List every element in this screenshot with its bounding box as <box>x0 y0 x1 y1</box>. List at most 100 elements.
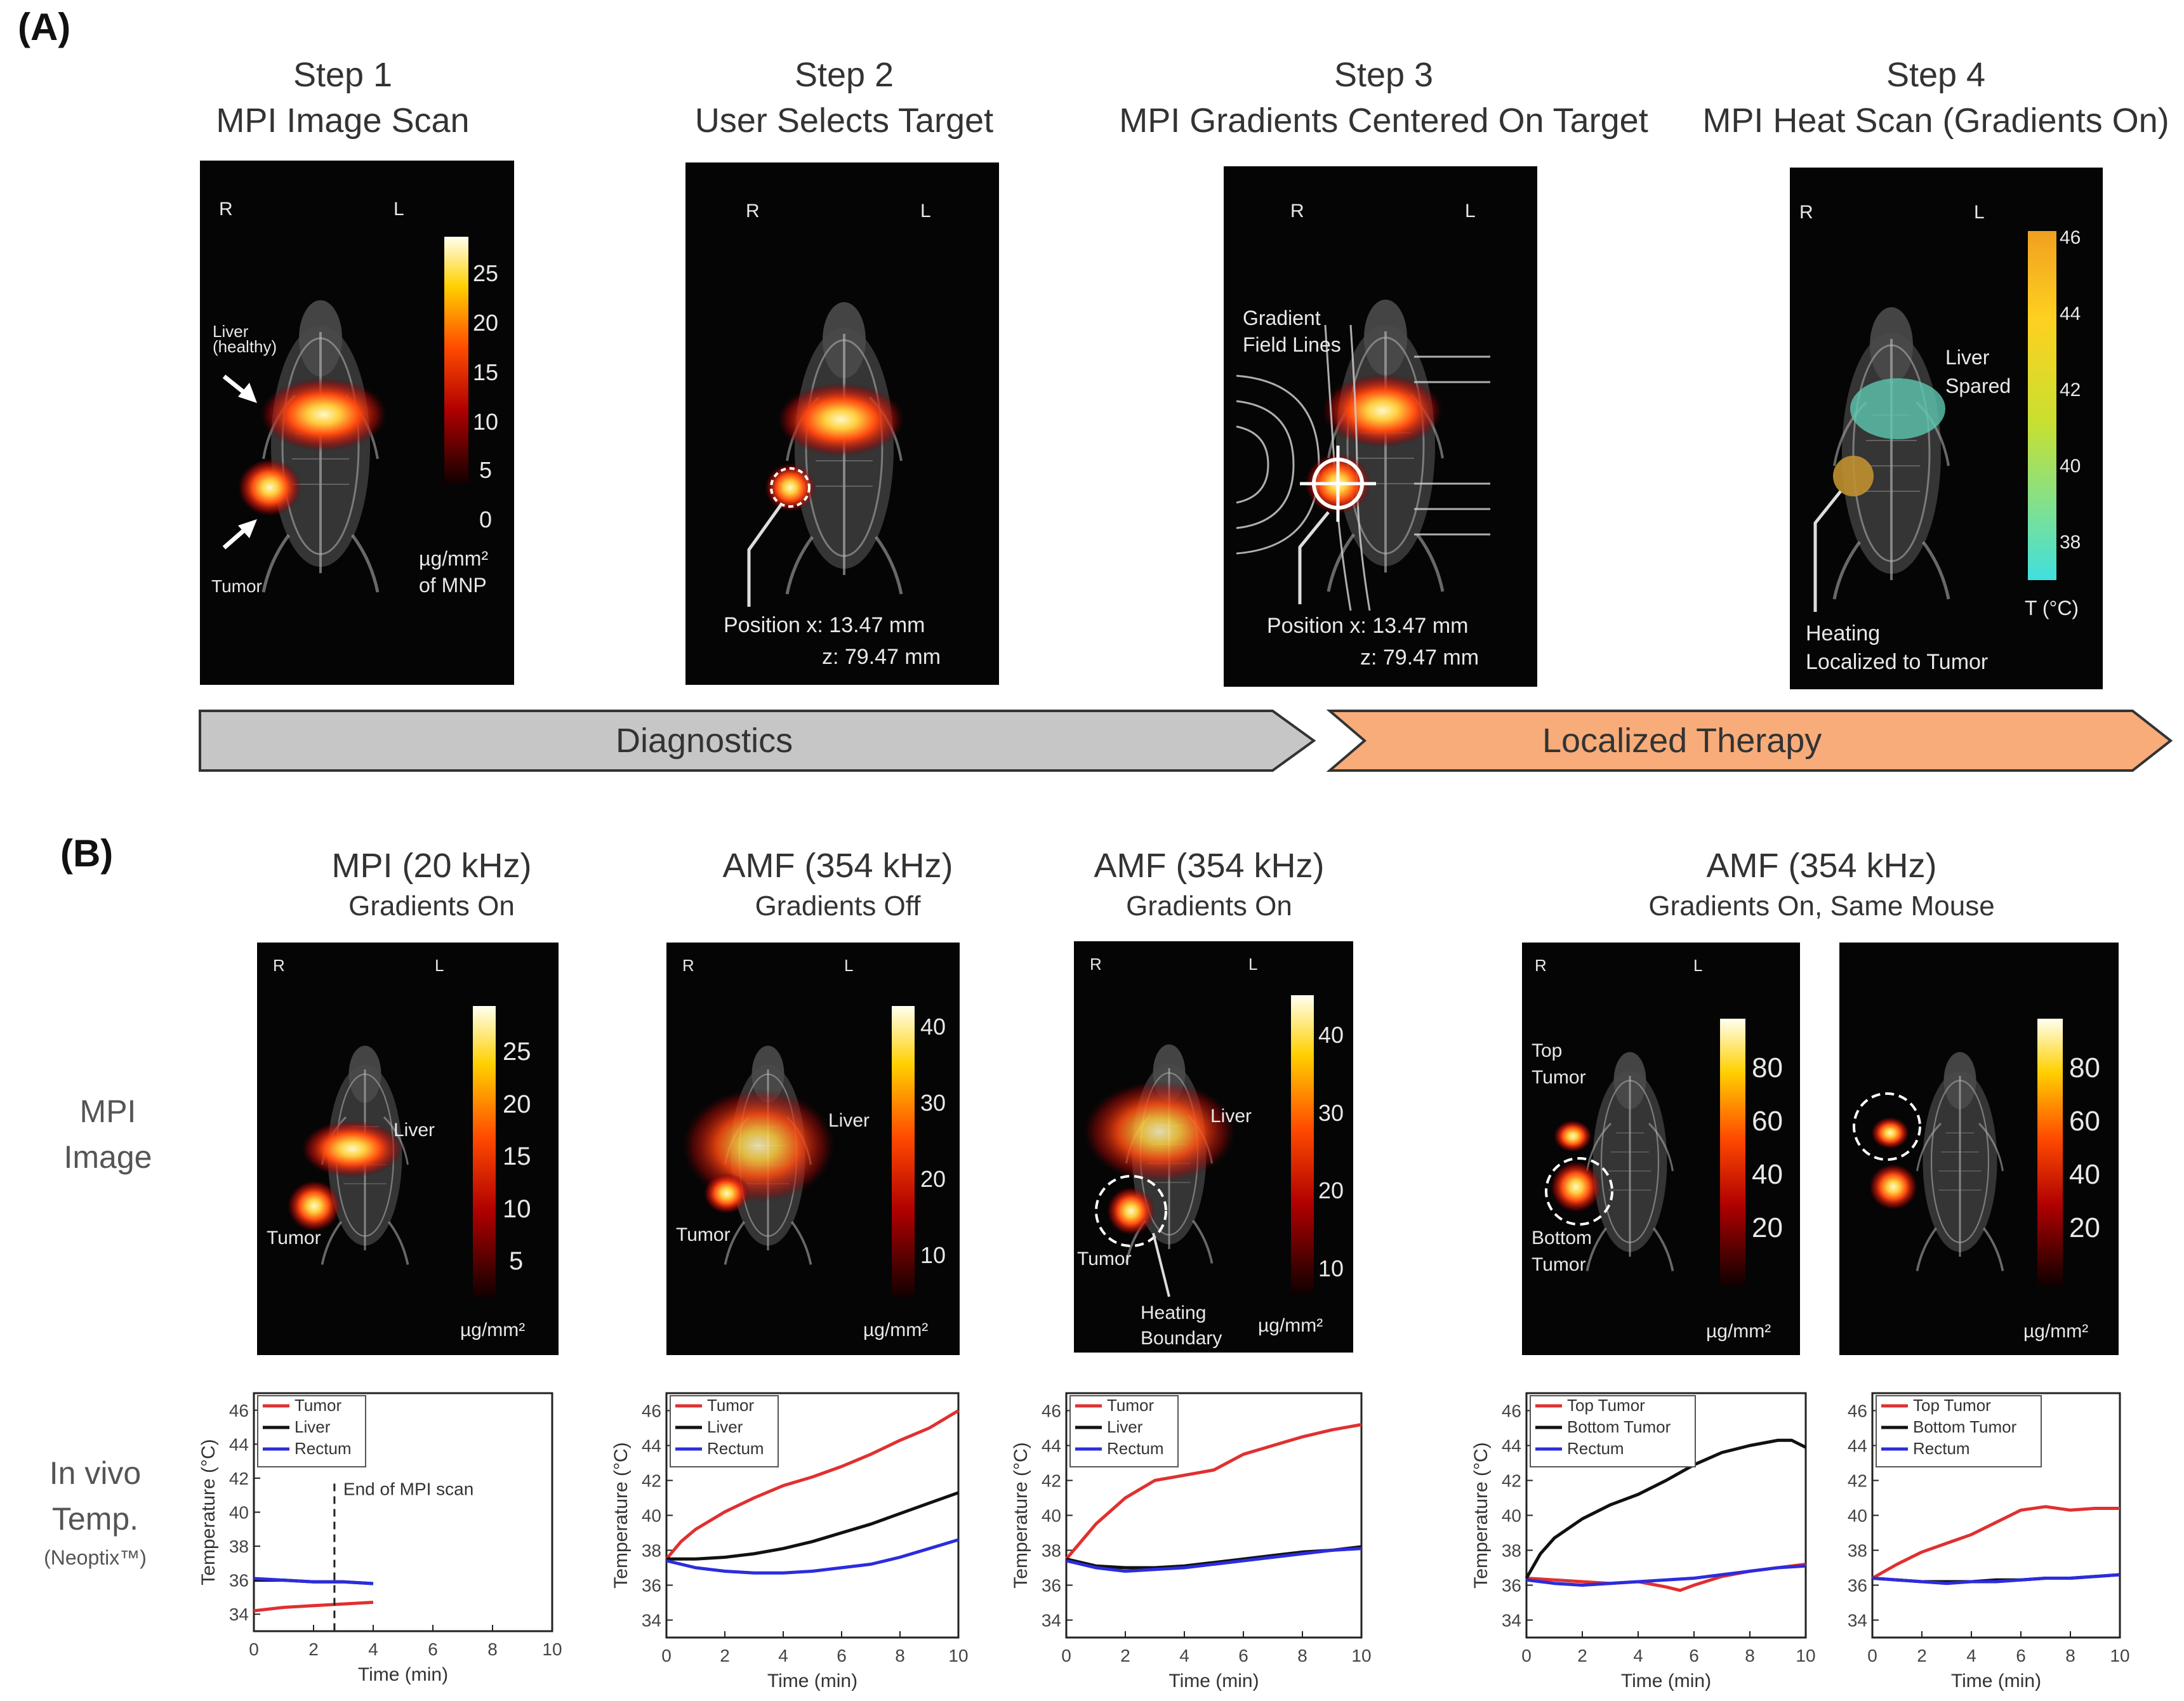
spared-label: Spared <box>1945 374 2011 397</box>
colorbar-tick: 5 <box>509 1247 523 1275</box>
orientation-l: L <box>435 956 444 975</box>
y-tick-label: 46 <box>1502 1401 1521 1421</box>
column-1-title: MPI (20 kHz) Gradients On <box>331 847 532 922</box>
position-z: z: 79.47 mm <box>1360 645 1479 670</box>
series-line <box>253 1577 374 1585</box>
legend-label: Rectum <box>707 1439 764 1458</box>
series-line <box>1871 1505 2120 1580</box>
orientation-l: L <box>1693 956 1702 975</box>
gradient-label: Gradient <box>1243 307 1321 329</box>
y-axis-label: Temperature (°C) <box>1471 1442 1492 1588</box>
y-tick-label: 38 <box>1042 1541 1061 1561</box>
colorbar-unit: µg/mm² <box>1706 1321 1771 1342</box>
orientation-l: L <box>920 201 931 222</box>
step-3-title: Step 3 MPI Gradients Centered On Target <box>1119 56 1648 140</box>
field-lines-label: Field Lines <box>1243 333 1341 356</box>
heating-boundary-circle <box>1095 1175 1167 1247</box>
therapy-label: Localized Therapy <box>1542 722 1822 760</box>
legend-box <box>1530 1395 1696 1467</box>
legend: Top Tumor Bottom Tumor Rectum <box>1530 1395 1696 1467</box>
y-tick-label: 40 <box>1502 1506 1521 1526</box>
x-axis-label: Time (min) <box>1168 1671 1259 1691</box>
colorbar-unit: µg/mm² <box>460 1320 525 1340</box>
tumor-hotspot <box>765 463 816 512</box>
diagnostics-arrow <box>199 710 1316 772</box>
tumor-hotspot <box>704 1173 750 1214</box>
heating-label: Heating <box>1141 1302 1206 1323</box>
x-tick-label: 0 <box>249 1639 259 1659</box>
x-tick-label: 4 <box>1966 1646 1976 1665</box>
x-tick-label: 10 <box>542 1639 562 1659</box>
y-tick-label: 36 <box>642 1576 661 1596</box>
liver-hotspot <box>1083 1081 1236 1182</box>
y-tick-label: 38 <box>1502 1541 1521 1561</box>
panel-label-b: (B) <box>60 832 114 875</box>
colorbar-tick: 10 <box>1318 1255 1344 1281</box>
colorbar-unit: µg/mm² <box>863 1320 928 1340</box>
legend: Tumor Liver Rectum <box>257 1395 366 1467</box>
localized-label: Localized to Tumor <box>1806 650 1988 674</box>
legend: Tumor Liver Rectum <box>670 1395 779 1467</box>
legend-label: Bottom Tumor <box>1913 1417 2017 1436</box>
step-1-image-panel: R L Liver (healthy) Tumor 25 20 15 10 5 … <box>200 161 514 685</box>
x-tick-label: 2 <box>1917 1646 1927 1665</box>
y-tick-label: 34 <box>1848 1611 1867 1631</box>
mpi-image-4: R L Top Tumor Bottom Tumor 80 60 40 20 µ… <box>1522 943 1800 1355</box>
colorbar-tick: 60 <box>1752 1106 1783 1137</box>
colorbar-tick: 40 <box>920 1014 946 1040</box>
colorbar-tick: 30 <box>1318 1100 1344 1126</box>
x-tick-label: 2 <box>1120 1646 1130 1665</box>
colorbar-tick: 20 <box>473 310 498 336</box>
tumor-label: Tumor <box>1077 1248 1132 1269</box>
x-tick-label: 8 <box>487 1639 498 1659</box>
y-tick-label: 34 <box>1042 1611 1061 1631</box>
colorbar-tick: 42 <box>2060 380 2081 400</box>
colorbar-tick: 44 <box>2060 303 2081 324</box>
y-tick-label: 38 <box>1848 1541 1867 1561</box>
y-tick-label: 34 <box>642 1611 661 1631</box>
x-tick-label: 4 <box>368 1639 378 1659</box>
x-tick-label: 10 <box>1796 1646 1815 1665</box>
position-x: Position x: 13.47 mm <box>724 613 925 637</box>
x-tick-label: 0 <box>1061 1646 1071 1665</box>
liver-hotspot <box>1322 374 1443 447</box>
step-1-title: Step 1 MPI Image Scan <box>216 56 470 140</box>
tumor-hotspot <box>238 459 301 516</box>
liver-hotspot <box>260 378 387 451</box>
legend-label: Bottom Tumor <box>1567 1417 1671 1436</box>
tumor-label: Tumor <box>267 1228 321 1248</box>
mpi-image-2: R L Liver Tumor 40 30 20 10 µg/mm² <box>666 943 960 1355</box>
y-tick-label: 46 <box>642 1401 661 1421</box>
step-2-image-panel: R L Position x: 13.47 mm z: 79.47 mm <box>685 162 999 685</box>
series-line <box>665 1409 960 1560</box>
legend-label: Rectum <box>1567 1439 1624 1458</box>
colorbar-tick: 20 <box>1752 1212 1783 1243</box>
x-tick-label: 8 <box>1745 1646 1755 1665</box>
x-tick-label: 6 <box>1238 1646 1248 1665</box>
top-tumor-hotspot <box>1871 1117 1909 1149</box>
legend-box <box>257 1395 366 1467</box>
x-tick-label: 8 <box>2065 1646 2075 1665</box>
colorbar-tick: 15 <box>503 1142 531 1170</box>
bottom-tumor-hotspot <box>1551 1162 1601 1212</box>
legend-label: Rectum <box>295 1439 352 1458</box>
x-tick-label: 8 <box>895 1646 905 1665</box>
colorbar-tick: 10 <box>473 409 498 435</box>
top-tumor-label: Tumor <box>1532 1067 1586 1088</box>
colorbar-tick: 80 <box>1752 1052 1783 1083</box>
x-axis-label: Time (min) <box>1621 1671 1711 1691</box>
colorbar-tick: 38 <box>2060 532 2081 553</box>
x-tick-label: 2 <box>308 1639 319 1659</box>
mpi-image-3: R L Liver Tumor Heating Boundary 40 30 2… <box>1074 941 1353 1353</box>
orientation-l: L <box>1248 955 1257 974</box>
colorbar-tick: 80 <box>2069 1052 2100 1083</box>
x-tick-label: 0 <box>661 1646 672 1665</box>
liver-label: Liver <box>828 1110 870 1131</box>
colorbar-unit: T (°C) <box>2025 597 2079 619</box>
colorbar-unit: µg/mm² <box>1258 1315 1323 1336</box>
colorbar-unit: µg/mm² <box>2023 1321 2088 1342</box>
temperature-colorbar <box>2028 231 2056 580</box>
colorbar-tick: 20 <box>503 1090 531 1118</box>
diagnostics-label: Diagnostics <box>616 722 793 760</box>
